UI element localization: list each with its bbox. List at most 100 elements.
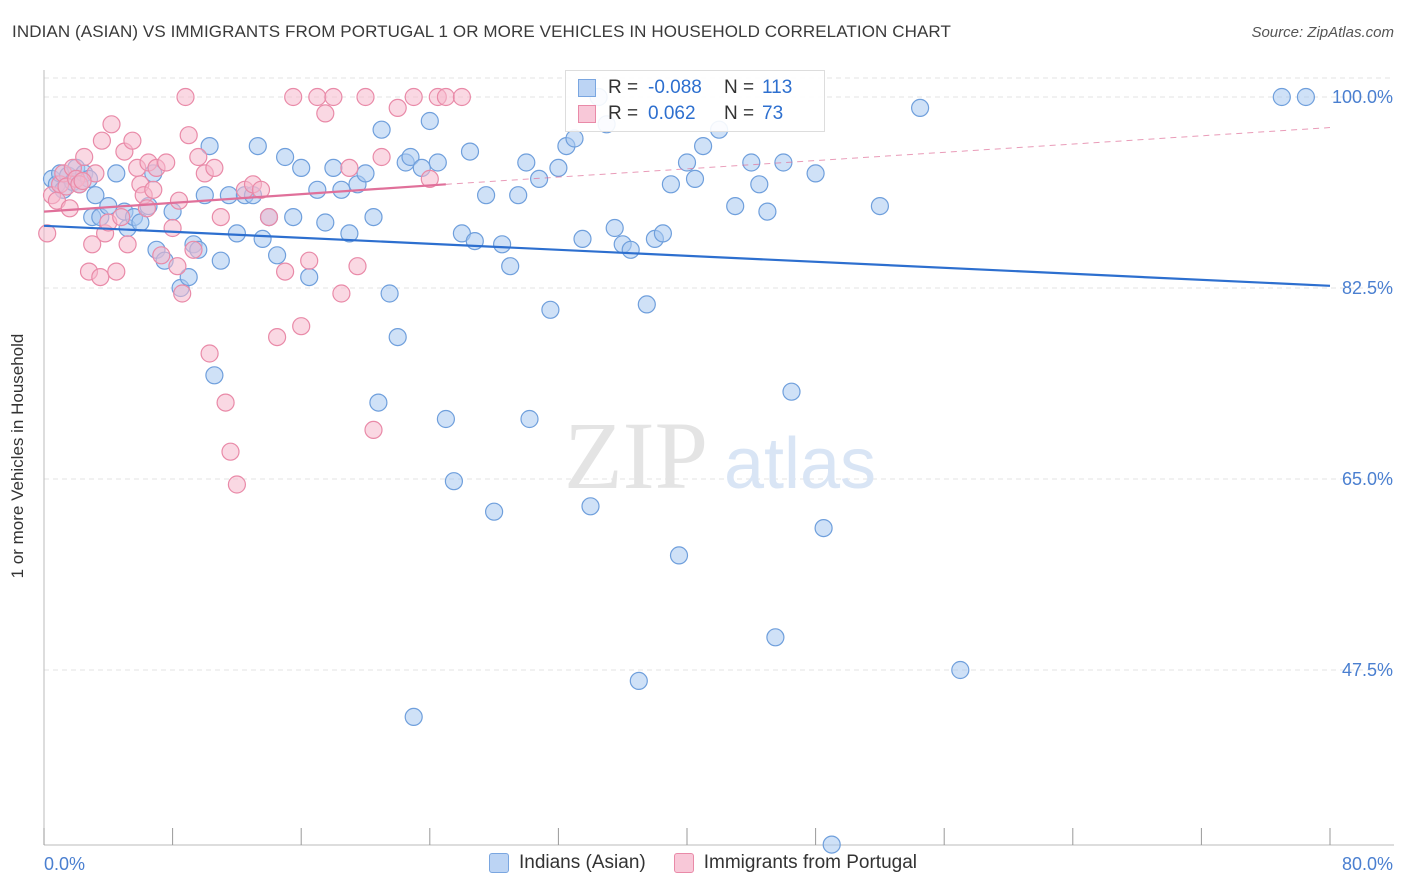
indians-point-72 [517, 153, 536, 172]
portugal-point-71 [92, 131, 112, 150]
y-tick-label-0: 100.0% [1332, 87, 1393, 107]
trend-line-portugal [43, 183, 446, 213]
bottom-legend-label-portugal: Immigrants from Portugal [703, 852, 918, 873]
indians-point-76 [549, 158, 568, 177]
bottom-legend: Indians (Asian) Immigrants from Portugal [0, 852, 1406, 874]
indians-point-73 [520, 409, 539, 429]
watermark-zip: ZIP [564, 402, 708, 509]
portugal-point-17 [102, 115, 121, 134]
portugal-point-53 [300, 251, 319, 270]
legend-swatch-pink [578, 105, 596, 123]
indians-point-61 [428, 153, 447, 172]
portugal-point-31 [163, 218, 182, 238]
indians-point-50 [356, 164, 375, 183]
indians-point-32 [219, 186, 238, 205]
indians-point-106 [870, 197, 890, 216]
indians-point-60 [420, 111, 439, 131]
legend-r-value: -0.088 [648, 77, 702, 98]
indians-point-90 [661, 175, 681, 194]
indians-point-33 [227, 224, 246, 243]
indians-point-74 [529, 169, 549, 188]
portugal-point-21 [118, 235, 137, 254]
legend-n-value: 113 [762, 77, 793, 98]
indians-point-93 [685, 169, 705, 188]
x-tick-label-80: 80.0% [1342, 854, 1393, 874]
indians-point-65 [460, 142, 480, 161]
tick-labels: 100.0% 82.5% 65.0% 47.5% 0.0% 80.0% [44, 87, 1393, 874]
indians-point-109 [1272, 87, 1291, 107]
indians-point-31 [211, 251, 230, 270]
indians-point-110 [1296, 87, 1316, 107]
indians-point-78 [565, 129, 584, 148]
indians-point-104 [814, 518, 833, 538]
bottom-legend-swatch-blue [488, 853, 509, 873]
portugal-point-35 [179, 126, 198, 145]
portugal-point-58 [340, 158, 359, 177]
indians-point-67 [477, 186, 496, 205]
indians-point-96 [726, 197, 745, 216]
indians-point-52 [369, 393, 388, 412]
indians-point-25 [179, 268, 198, 287]
legend-r-value: 0.062 [648, 103, 696, 124]
portugal-point-42 [216, 393, 235, 412]
indians-point-29 [200, 137, 219, 156]
portugal-point-14 [91, 268, 110, 287]
portugal-point-68 [452, 87, 471, 107]
indians-point-54 [380, 284, 399, 303]
indians-point-51 [364, 208, 383, 227]
indians-point-39 [268, 246, 287, 265]
indians-point-100 [766, 628, 785, 647]
indians-point-103 [806, 164, 825, 183]
indians-point-40 [276, 147, 295, 167]
indians-point-45 [316, 213, 335, 232]
portugal-point-43 [221, 442, 240, 461]
portugal-point-29 [152, 246, 171, 265]
portugal-point-0 [38, 224, 57, 243]
bottom-legend-indians[interactable]: Indians (Asian) [488, 852, 646, 874]
indians-point-83 [605, 218, 624, 238]
indians-point-87 [637, 295, 656, 314]
chart-source: Source: ZipAtlas.com [1251, 24, 1394, 41]
indians-point-36 [248, 137, 267, 156]
portugal-point-12 [83, 235, 102, 254]
indians-point-11 [86, 186, 105, 205]
indians-point-37 [253, 229, 272, 248]
bottom-legend-portugal[interactable]: Immigrants from Portugal [673, 852, 918, 874]
portugal-point-54 [308, 87, 327, 107]
indians-point-68 [485, 502, 504, 521]
indians-point-44 [308, 180, 327, 199]
portugal-point-22 [123, 131, 142, 150]
indians-point-99 [758, 202, 777, 221]
indians-point-14 [107, 164, 126, 183]
portugal-point-10 [75, 147, 94, 167]
indians-point-69 [493, 235, 512, 254]
indians-point-62 [436, 409, 455, 429]
indians-point-53 [372, 120, 391, 139]
portugal-point-65 [420, 169, 439, 188]
legend-row-portugal: R = 0.062 N = 73 [578, 101, 783, 127]
portugal-point-64 [404, 87, 423, 107]
portugal-point-19 [112, 208, 131, 227]
portugal-point-61 [364, 420, 383, 439]
y-tick-label-2: 65.0% [1342, 469, 1393, 489]
indians-point-79 [573, 229, 592, 248]
portugal-point-57 [332, 284, 351, 303]
portugal-point-40 [205, 158, 224, 177]
indians-point-46 [324, 158, 343, 177]
portugal-point-34 [176, 87, 195, 107]
portugal-point-27 [144, 180, 163, 199]
portugal-point-51 [284, 87, 303, 107]
legend-row-indians: R = -0.088 N = 113 [578, 75, 792, 101]
indians-point-58 [404, 707, 423, 727]
indians-point-98 [750, 175, 769, 194]
indians-point-102 [782, 382, 801, 401]
portugal-point-39 [200, 344, 219, 363]
indians-point-57 [401, 147, 420, 167]
correlation-legend: R = -0.088 N = 113 R = 0.062 N = 73 [565, 70, 825, 132]
series-immigrants-portugal [38, 87, 471, 494]
indians-point-43 [300, 268, 319, 287]
trend-line-indians [43, 224, 1331, 287]
indians-point-94 [693, 137, 713, 156]
portugal-point-59 [348, 257, 367, 276]
